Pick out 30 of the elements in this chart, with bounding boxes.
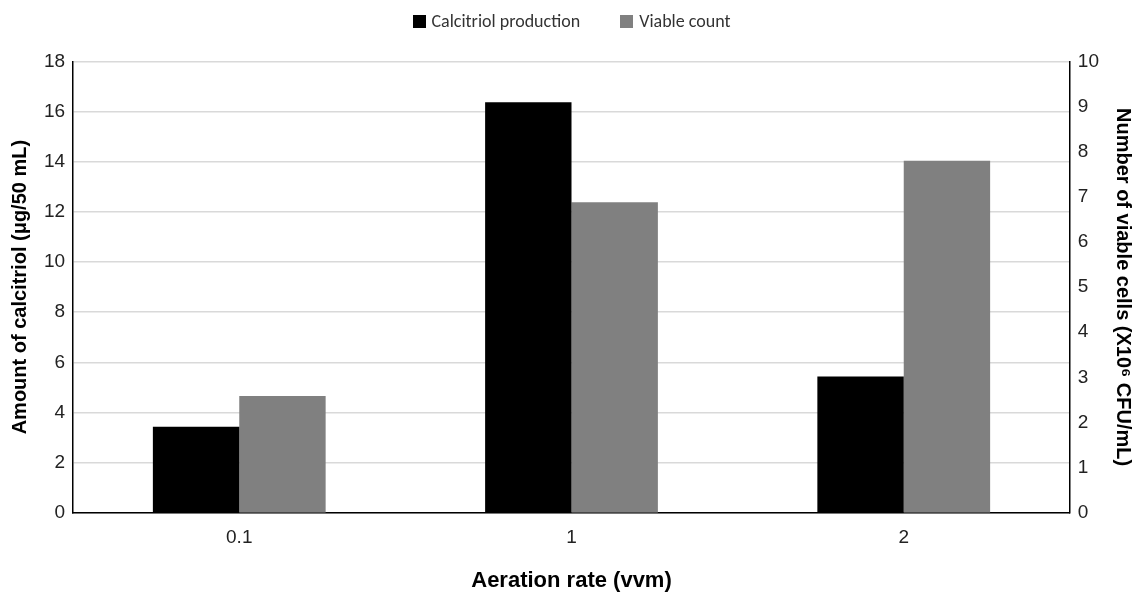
- y2-tick-label: 4: [1077, 320, 1089, 342]
- x-tick-label: 2: [898, 526, 910, 548]
- x-tick-label: 1: [566, 526, 577, 548]
- legend-label: Viable count: [639, 10, 731, 32]
- y-tick-label: 2: [54, 450, 66, 472]
- legend-label: Calcitriol production: [431, 10, 581, 32]
- y-tick-label: 10: [43, 250, 66, 272]
- y-tick-label: 6: [54, 350, 66, 372]
- y2-tick-label: 8: [1077, 139, 1089, 161]
- y2-tick-label: 0: [1077, 501, 1089, 523]
- y-tick-label: 18: [43, 49, 66, 71]
- x-tick-label: 0.1: [226, 526, 253, 548]
- y-tick-label: 12: [43, 200, 66, 222]
- y-tick-label: 4: [54, 400, 66, 422]
- y-tick-label: 14: [43, 149, 66, 171]
- y-tick-label: 8: [54, 300, 66, 322]
- y2-axis-title: Number of viable cells (X10⁶ CFU/mL): [1113, 108, 1136, 467]
- y2-tick-label: 2: [1077, 410, 1089, 432]
- y-tick-label: 0: [54, 501, 66, 523]
- y2-tick-label: 10: [1077, 49, 1100, 71]
- y2-tick-label: 9: [1077, 94, 1089, 116]
- y2-tick-label: 5: [1077, 275, 1089, 297]
- y2-tick-label: 1: [1077, 455, 1089, 477]
- x-axis-title: Aeration rate (vvm): [471, 566, 672, 592]
- y-axis-title: Amount of calcitriol (μg/50 mL): [7, 139, 30, 435]
- y2-tick-label: 7: [1077, 185, 1089, 207]
- y-tick-label: 16: [43, 99, 66, 121]
- y2-tick-label: 3: [1077, 365, 1089, 387]
- bar: [903, 160, 991, 513]
- y2-tick-label: 6: [1077, 230, 1089, 252]
